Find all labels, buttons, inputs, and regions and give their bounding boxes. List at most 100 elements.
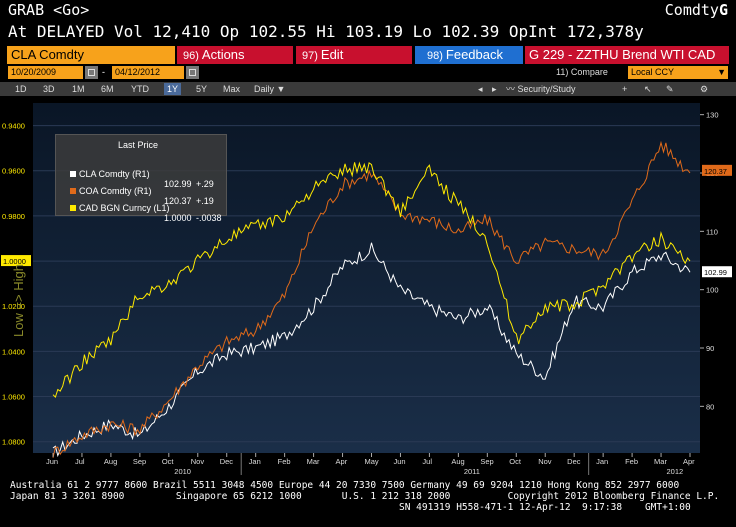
legend-item: CAD BGN Curncy (L1) 1.0000 -.0038 <box>60 193 222 223</box>
x-tick-label: Jun <box>393 457 405 466</box>
chart-title: G 229 - ZZTHU Brend WTI CAD <box>525 46 729 64</box>
draw-icon[interactable]: ✎ <box>666 84 674 94</box>
currency-select[interactable]: Local CCY ▼ <box>628 66 728 79</box>
study-chart-icon: 〰 <box>506 84 516 94</box>
chevron-down-icon: ▼ <box>276 84 286 94</box>
period-1m[interactable]: 1M <box>72 84 85 94</box>
legend-title: Last Price <box>118 140 159 150</box>
date-range-bar: 10/20/2009 - 04/12/2012 11) Compare Loca… <box>0 66 736 80</box>
x-tick-label: Feb <box>278 457 291 466</box>
footer: Australia 61 2 9777 8600 Brazil 5511 304… <box>0 478 736 527</box>
left-tick-label: 0.9400 <box>2 122 25 131</box>
period-bar: 1D 3D 1M 6M YTD 1Y 5Y Max Daily ▼ ◂ ▸ 〰 … <box>0 82 736 96</box>
footer-line-2: Japan 81 3 3201 8900 Singapore 65 6212 1… <box>10 491 720 502</box>
start-date-field[interactable]: 10/20/2009 <box>8 66 83 79</box>
right-tick-label: 100 <box>706 286 719 295</box>
currency-value: Local CCY <box>631 67 675 77</box>
x-tick-label: Dec <box>567 457 581 466</box>
x-tick-label: Jan <box>596 457 608 466</box>
x-tick-label: Aug <box>104 457 117 466</box>
title-bar: GRAB <Go> ComdtyG <box>0 0 736 19</box>
legend-change: +.19 <box>196 196 214 206</box>
legend-item: COA Comdty (R1) 120.37 +.19 <box>60 176 214 206</box>
right-axis-badge <box>702 266 732 278</box>
left-tick-label: 0.9600 <box>2 167 25 176</box>
end-date-field[interactable]: 04/12/2012 <box>112 66 184 79</box>
right-axis-badge <box>702 164 732 176</box>
left-axis-badge <box>1 255 31 267</box>
legend-name: COA Comdty <box>79 186 132 196</box>
actions-button[interactable]: 96) Actions <box>177 46 293 64</box>
security-study-button[interactable]: 〰 Security/Study <box>506 82 576 96</box>
crosshair-icon[interactable]: + <box>622 84 628 94</box>
x-year-label: 2012 <box>667 467 684 476</box>
legend-value: 102.99 <box>164 179 192 189</box>
edit-label: Edit <box>320 47 344 62</box>
x-tick-label: Jul <box>75 457 85 466</box>
right-axis-badge-text: 102.99 <box>704 268 727 277</box>
ticker-field[interactable]: CLA Comdty <box>7 46 175 64</box>
command-line[interactable]: GRAB <Go> <box>8 1 90 19</box>
left-tick-label: 1.0600 <box>2 393 25 402</box>
edit-number: 97) <box>302 50 318 62</box>
footer-line-1: Australia 61 2 9777 8600 Brazil 5511 304… <box>10 480 680 491</box>
pointer-icon[interactable]: ↖ <box>644 84 652 94</box>
x-year-label: 2011 <box>464 467 480 476</box>
x-tick-label: Dec <box>220 457 234 466</box>
x-tick-label: Mar <box>654 457 667 466</box>
gear-icon[interactable]: ⚙ <box>700 84 709 94</box>
left-tick-label: 1.0800 <box>2 438 25 447</box>
x-tick-label: Jun <box>46 457 58 466</box>
legend-axis: (R1) <box>134 186 152 196</box>
period-1d[interactable]: 1D <box>15 84 27 94</box>
legend-item: CLA Comdty (R1) 102.99 +.29 <box>60 159 214 189</box>
period-max[interactable]: Max <box>223 84 241 94</box>
left-tick-label: 1.0400 <box>2 347 25 356</box>
left-axis-title: Low => High <box>11 264 26 337</box>
chevron-right-icon[interactable]: ▸ <box>492 84 497 94</box>
sector-label: Comdty <box>664 1 719 19</box>
x-tick-label: Nov <box>538 457 552 466</box>
calendar-icon[interactable] <box>85 66 98 79</box>
calendar-icon[interactable] <box>186 66 199 79</box>
x-tick-label: Sep <box>133 457 146 466</box>
edit-button[interactable]: 97) Edit <box>296 46 412 64</box>
left-axis-badge-text: 1.0000 <box>3 257 26 266</box>
chevron-left-icon[interactable]: ◂ <box>478 84 483 94</box>
legend-name: CLA Comdty <box>79 169 130 179</box>
period-3d[interactable]: 3D <box>43 84 55 94</box>
legend: Last Price CLA Comdty (R1) 102.99 +.29 CO… <box>55 134 227 223</box>
period-5y[interactable]: 5Y <box>196 84 208 94</box>
frequency-select[interactable]: Daily ▼ <box>251 83 288 95</box>
x-tick-label: Apr <box>336 457 348 466</box>
compare-button[interactable]: 11) Compare <box>556 67 608 77</box>
legend-swatch <box>70 205 77 211</box>
x-tick-label: Aug <box>451 457 464 466</box>
date-separator: - <box>102 67 105 77</box>
feedback-number: 98) <box>427 50 443 62</box>
legend-swatch <box>70 188 77 194</box>
legend-value: 1.0000 <box>164 213 192 223</box>
feedback-button[interactable]: 98) Feedback <box>415 46 523 64</box>
actions-number: 96) <box>183 50 199 62</box>
x-tick-label: May <box>365 457 379 466</box>
right-tick-label: 130 <box>706 111 719 120</box>
x-tick-label: Feb <box>625 457 638 466</box>
right-tick-label: 90 <box>706 344 714 353</box>
series-line-1 <box>52 242 691 458</box>
right-axis-badge-text: 120.37 <box>704 167 727 176</box>
x-tick-label: Oct <box>509 457 522 466</box>
legend-name: CAD BGN Curncy <box>79 203 152 213</box>
quote-text: At DELAYED Vol 12,410 Op 102.55 Hi 103.1… <box>8 22 644 41</box>
x-tick-label: Apr <box>683 457 695 466</box>
series-lines <box>52 140 691 458</box>
feedback-label: Feedback <box>445 47 503 62</box>
x-tick-label: Nov <box>191 457 205 466</box>
period-1y[interactable]: 1Y <box>164 83 182 95</box>
period-ytd[interactable]: YTD <box>131 84 149 94</box>
period-6m[interactable]: 6M <box>101 84 114 94</box>
legend-change: +.29 <box>196 179 214 189</box>
x-year-label: 2010 <box>174 467 191 476</box>
x-tick-label: Oct <box>162 457 175 466</box>
